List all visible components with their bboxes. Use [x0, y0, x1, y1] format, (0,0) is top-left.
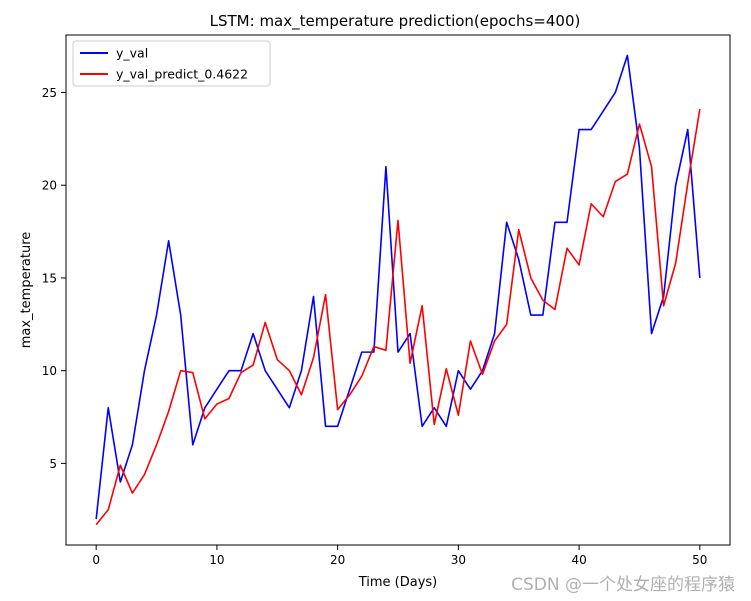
legend: y_val y_val_predict_0.4622 — [72, 40, 271, 87]
y-tick-label: 20 — [42, 179, 57, 193]
series-line-y-val-predict — [95, 109, 701, 526]
y-tick-label: 10 — [42, 364, 57, 378]
x-tick-label: 40 — [571, 553, 586, 567]
legend-label-y-val-predict: y_val_predict_0.4622 — [116, 67, 248, 82]
x-tick-label: 30 — [451, 553, 466, 567]
y-tick-label: 25 — [42, 86, 57, 100]
legend-label-y-val: y_val — [116, 46, 148, 61]
x-tick-label: 20 — [330, 553, 345, 567]
chart-title: LSTM: max_temperature prediction(epochs=… — [210, 12, 581, 31]
x-axis-label: Time (Days) — [358, 575, 438, 590]
x-tick-label: 50 — [692, 553, 707, 567]
watermark: CSDN @一个处女座的程序猿 — [511, 575, 735, 595]
series-line-y-val — [95, 54, 701, 520]
y-axis-label: max_temperature — [19, 232, 34, 349]
x-tick-label: 10 — [209, 553, 224, 567]
x-axis: 0 10 20 30 40 50 — [92, 545, 707, 567]
y-tick-label: 5 — [49, 457, 57, 471]
x-tick-label: 0 — [92, 553, 100, 567]
plot-frame — [65, 34, 731, 546]
y-tick-label: 15 — [42, 271, 57, 285]
series-layer — [95, 54, 701, 526]
legend-box — [72, 40, 271, 87]
y-axis: 5 10 15 20 25 — [42, 86, 66, 471]
